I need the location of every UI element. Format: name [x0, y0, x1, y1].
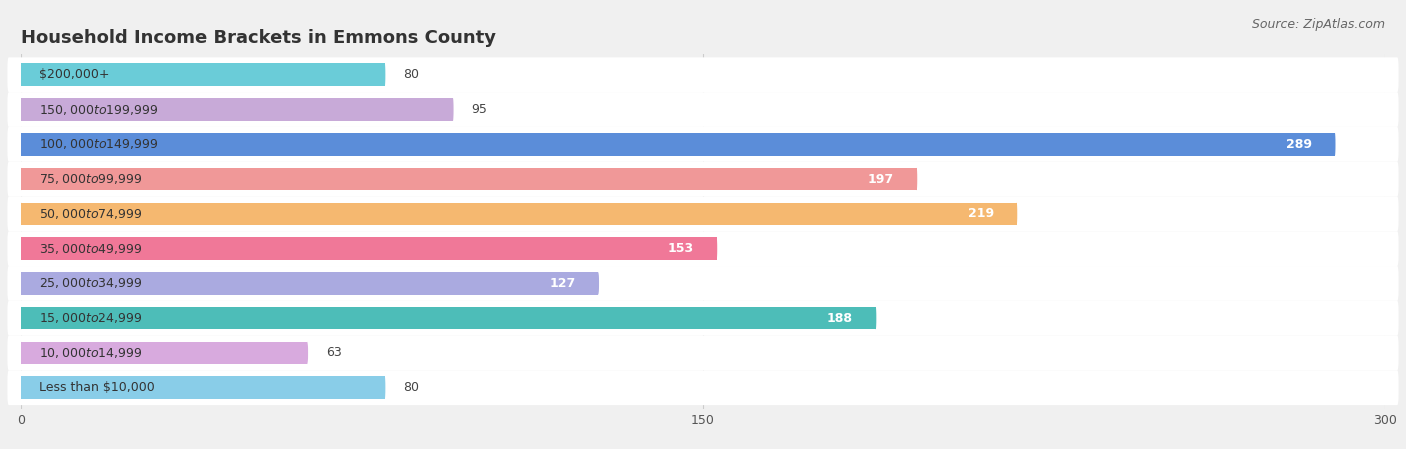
Text: $15,000 to $24,999: $15,000 to $24,999: [39, 311, 143, 325]
Text: 289: 289: [1286, 138, 1312, 151]
FancyBboxPatch shape: [7, 301, 1399, 335]
Text: 127: 127: [550, 277, 575, 290]
Text: Source: ZipAtlas.com: Source: ZipAtlas.com: [1251, 18, 1385, 31]
Bar: [21, 63, 385, 86]
FancyBboxPatch shape: [7, 57, 1399, 92]
Bar: [21, 307, 876, 330]
FancyBboxPatch shape: [7, 231, 1399, 266]
Text: $35,000 to $49,999: $35,000 to $49,999: [39, 242, 143, 255]
Text: $100,000 to $149,999: $100,000 to $149,999: [39, 137, 159, 151]
Text: 80: 80: [404, 381, 419, 394]
Text: 188: 188: [827, 312, 853, 325]
Text: $10,000 to $14,999: $10,000 to $14,999: [39, 346, 143, 360]
FancyBboxPatch shape: [7, 127, 1399, 162]
Bar: [21, 238, 717, 260]
Text: Household Income Brackets in Emmons County: Household Income Brackets in Emmons Coun…: [21, 29, 496, 47]
Text: $150,000 to $199,999: $150,000 to $199,999: [39, 102, 159, 117]
FancyBboxPatch shape: [7, 162, 1399, 197]
Text: 153: 153: [668, 242, 695, 255]
Text: $75,000 to $99,999: $75,000 to $99,999: [39, 172, 143, 186]
Text: 197: 197: [868, 172, 894, 185]
Bar: [21, 272, 599, 295]
FancyBboxPatch shape: [7, 266, 1399, 301]
Text: 63: 63: [326, 347, 342, 360]
Bar: [21, 168, 917, 190]
Text: 80: 80: [404, 68, 419, 81]
FancyBboxPatch shape: [7, 92, 1399, 127]
Bar: [21, 98, 453, 121]
Text: 95: 95: [471, 103, 486, 116]
Text: 219: 219: [967, 207, 994, 220]
Bar: [21, 376, 385, 399]
Bar: [21, 342, 308, 364]
Text: $25,000 to $34,999: $25,000 to $34,999: [39, 277, 143, 291]
Text: Less than $10,000: Less than $10,000: [39, 381, 155, 394]
FancyBboxPatch shape: [7, 370, 1399, 405]
Bar: [21, 133, 1334, 156]
FancyBboxPatch shape: [7, 197, 1399, 231]
Bar: [21, 202, 1017, 225]
FancyBboxPatch shape: [7, 335, 1399, 370]
Text: $50,000 to $74,999: $50,000 to $74,999: [39, 207, 143, 221]
Text: $200,000+: $200,000+: [39, 68, 110, 81]
